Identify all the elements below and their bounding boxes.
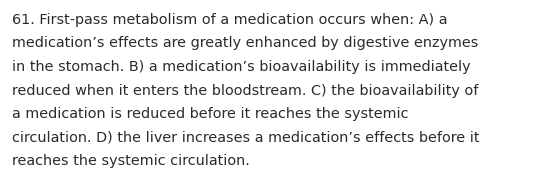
Text: medication’s effects are greatly enhanced by digestive enzymes: medication’s effects are greatly enhance… (12, 36, 478, 51)
Text: 61. First-pass metabolism of a medication occurs when: A) a: 61. First-pass metabolism of a medicatio… (12, 13, 448, 27)
Text: reaches the systemic circulation.: reaches the systemic circulation. (12, 154, 250, 168)
Text: reduced when it enters the bloodstream. C) the bioavailability of: reduced when it enters the bloodstream. … (12, 83, 478, 98)
Text: in the stomach. B) a medication’s bioavailability is immediately: in the stomach. B) a medication’s bioava… (12, 60, 470, 74)
Text: a medication is reduced before it reaches the systemic: a medication is reduced before it reache… (12, 107, 408, 121)
Text: circulation. D) the liver increases a medication’s effects before it: circulation. D) the liver increases a me… (12, 130, 479, 145)
